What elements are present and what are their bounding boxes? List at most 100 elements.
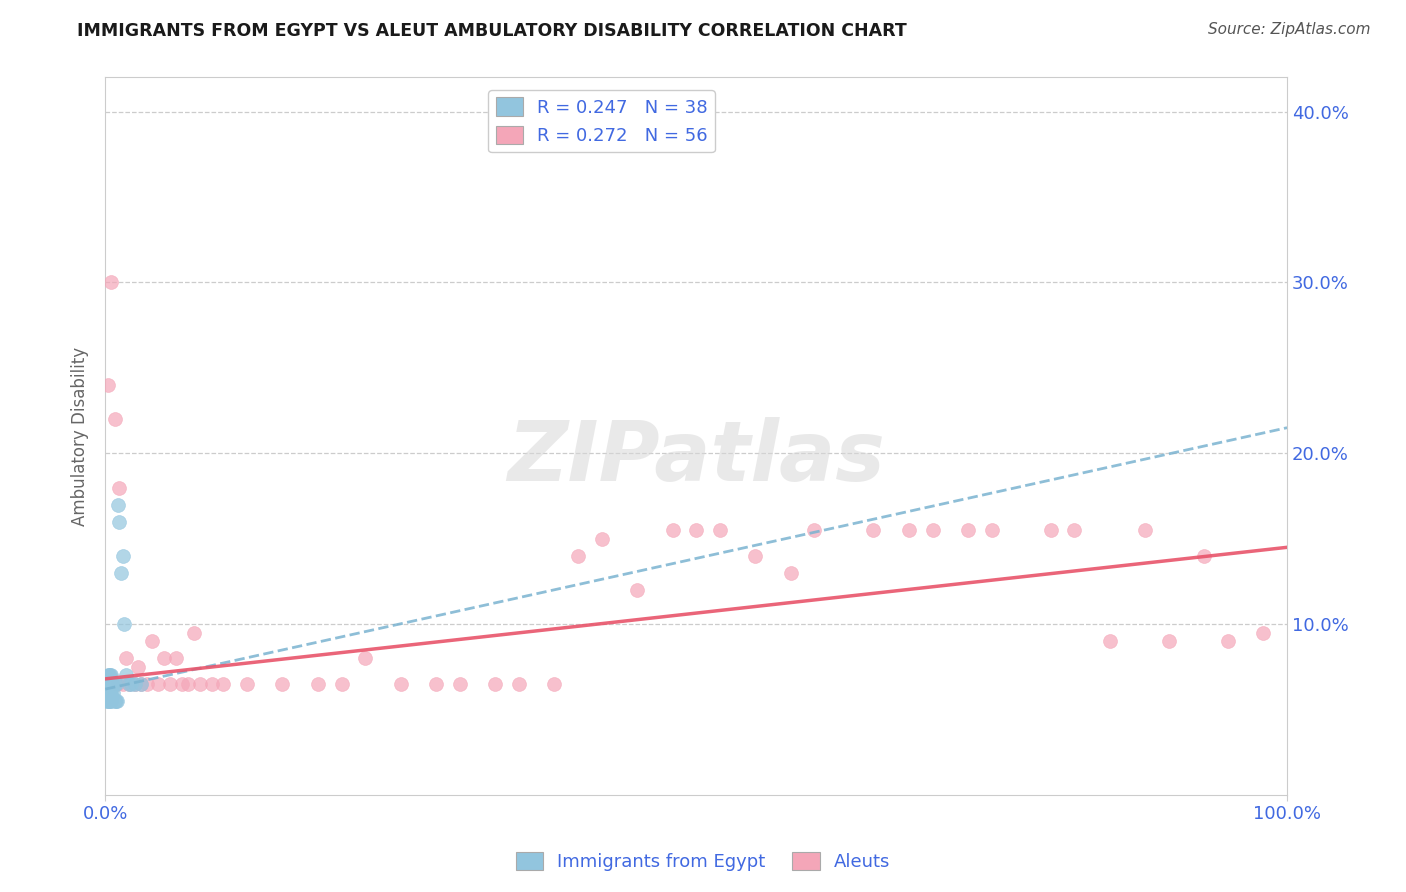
Point [354,651,377,665]
Point [97,685,120,699]
Point [200,677,222,691]
Legend: Immigrants from Egypt, Aleuts: Immigrants from Egypt, Aleuts [509,845,897,879]
Point [97,677,120,691]
Point [449,677,471,691]
Point [115,668,138,682]
Point [97,677,120,691]
Point [170,677,193,691]
Point [112,617,135,632]
Point [862,523,884,537]
Point [127,660,149,674]
Point [897,523,920,537]
Point [508,677,530,691]
Point [105,677,128,691]
Point [97,668,120,682]
Point [104,677,127,691]
Point [118,677,141,691]
Point [141,634,163,648]
Point [100,694,122,708]
Point [118,677,141,691]
Point [101,677,124,691]
Point [105,694,128,708]
Point [165,651,187,665]
Point [135,677,157,691]
Point [108,481,131,495]
Point [129,677,152,691]
Point [177,677,200,691]
Point [97,694,120,708]
Point [115,651,138,665]
Point [153,651,176,665]
Point [921,523,943,537]
Point [1098,634,1121,648]
Point [110,566,132,580]
Point [1135,523,1157,537]
Point [98,694,121,708]
Point [97,694,120,708]
Point [425,677,447,691]
Point [100,675,122,690]
Point [1063,523,1085,537]
Text: Source: ZipAtlas.com: Source: ZipAtlas.com [1208,22,1371,37]
Point [111,549,134,563]
Point [104,677,127,691]
Point [779,566,801,580]
Point [330,677,353,691]
Point [212,677,235,691]
Point [183,625,205,640]
Point [104,412,127,426]
Point [98,668,121,682]
Point [236,677,259,691]
Point [97,378,120,392]
Point [307,677,329,691]
Point [103,677,125,691]
Point [1157,634,1180,648]
Point [124,677,146,691]
Point [129,677,152,691]
Point [98,677,121,691]
Text: IMMIGRANTS FROM EGYPT VS ALEUT AMBULATORY DISABILITY CORRELATION CHART: IMMIGRANTS FROM EGYPT VS ALEUT AMBULATOR… [77,22,907,40]
Point [98,685,121,699]
Point [591,532,613,546]
Point [709,523,731,537]
Point [104,694,127,708]
Point [685,523,707,537]
Point [107,498,129,512]
Point [1039,523,1062,537]
Point [124,677,146,691]
Point [159,677,181,691]
Point [980,523,1002,537]
Point [1253,625,1275,640]
Point [803,523,825,537]
Point [100,668,122,682]
Legend: R = 0.247   N = 38, R = 0.272   N = 56: R = 0.247 N = 38, R = 0.272 N = 56 [488,90,714,153]
Point [104,694,127,708]
Point [626,582,648,597]
Point [956,523,979,537]
Point [96,685,118,699]
Point [567,549,589,563]
Point [148,677,170,691]
Point [97,668,120,682]
Text: ZIPatlas: ZIPatlas [508,417,886,499]
Point [188,677,211,691]
Point [96,694,118,708]
Point [120,677,142,691]
Point [1194,549,1216,563]
Point [484,677,506,691]
Point [103,685,125,699]
Point [389,677,412,691]
Point [661,523,683,537]
Point [271,677,294,691]
Point [744,549,766,563]
Point [100,276,122,290]
Point [100,682,122,697]
Point [97,685,120,699]
Point [108,515,131,529]
Point [111,677,134,691]
Y-axis label: Ambulatory Disability: Ambulatory Disability [72,347,89,525]
Point [100,689,122,703]
Point [101,689,124,703]
Point [1216,634,1239,648]
Point [543,677,565,691]
